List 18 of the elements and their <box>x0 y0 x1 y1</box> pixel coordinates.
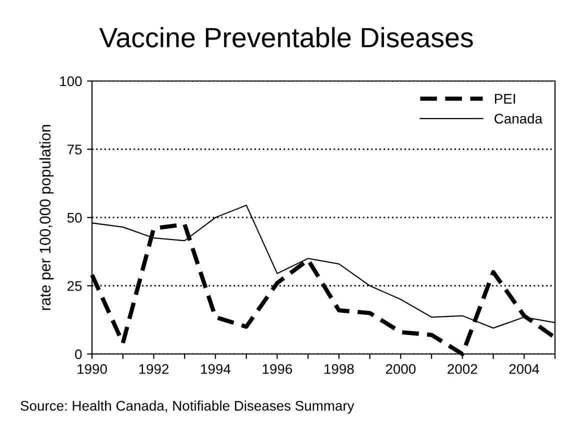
y-tick-label: 75 <box>68 144 82 154</box>
x-tick-label: 2002 <box>448 364 478 374</box>
y-tick-label: 25 <box>68 281 82 291</box>
y-tick-label: 0 <box>75 349 82 360</box>
source-note: Source: Health Canada, Notifiable Diseases Summary <box>20 400 354 414</box>
x-tick-label: 1990 <box>78 364 107 374</box>
legend-label: PEI <box>494 94 515 104</box>
y-axis-title: rate per 100,000 population <box>39 125 54 310</box>
x-tick-label: 1996 <box>262 364 292 374</box>
x-tick-label: 2000 <box>386 364 416 374</box>
y-tick-label: 50 <box>67 212 82 223</box>
x-tick-label: 2004 <box>509 364 540 374</box>
x-tick-label: 1998 <box>324 364 354 374</box>
legend-label: Canada <box>494 113 543 124</box>
x-tick-label: 1992 <box>139 364 168 374</box>
chart-title: Vaccine Preventable Diseases <box>99 27 473 48</box>
y-tick-label: 100 <box>60 76 82 86</box>
x-tick-label: 1994 <box>201 364 231 374</box>
